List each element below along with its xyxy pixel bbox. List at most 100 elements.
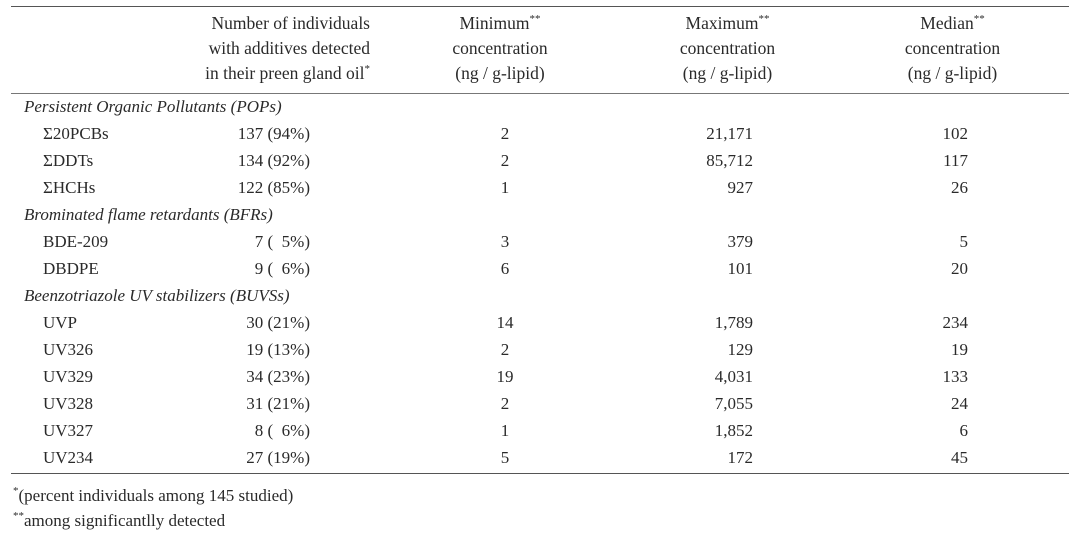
table-row: DBDPE 9 ( 6%) 6 101 20	[0, 255, 1080, 282]
table-row: ΣHCHs 122 (85%) 1 927 26	[0, 174, 1080, 201]
table-row: UV234 27 (19%) 5 172 45	[0, 444, 1080, 471]
header-line: in their preen gland oil*	[160, 61, 370, 86]
minimum-value: 2	[500, 151, 510, 170]
section-title: Persistent Organic Pollutants (POPs)	[24, 97, 282, 116]
header-line-text: Median	[920, 13, 974, 33]
maximum-value: 1,789	[714, 313, 753, 332]
median-value: 117	[943, 151, 968, 170]
header-line: Maximum**	[635, 11, 820, 36]
header-line: Number of individuals	[211, 13, 370, 33]
table-top-rule	[11, 6, 1069, 8]
footnote-marker: **	[529, 13, 541, 25]
maximum-value: 101	[727, 259, 754, 278]
footnote-double-asterisk: **among significantlly detected	[13, 509, 225, 533]
maximum-value: 172	[727, 448, 754, 467]
section-title: Beenzotriazole UV stabilizers (BUVSs)	[24, 286, 290, 305]
compound-name: UV326	[43, 340, 94, 359]
minimum-value: 2	[500, 124, 510, 143]
compound-name: ΣDDTs	[43, 151, 94, 170]
minimum-value: 5	[500, 448, 510, 467]
header-line: Minimum**	[410, 11, 590, 36]
individuals-count: 8 ( 6%)	[254, 421, 310, 440]
median-value: 20	[951, 259, 968, 278]
header-line: concentration	[452, 38, 548, 58]
header-line-text: in their preen gland oil	[205, 63, 365, 83]
section-heading-bfrs: Brominated flame retardants (BFRs)	[0, 201, 1080, 228]
footnote-marker: *	[364, 63, 371, 75]
compound-name: Σ20PCBs	[43, 124, 109, 143]
minimum-value: 14	[496, 313, 514, 332]
header-rule	[11, 93, 1069, 94]
header-median-concentration: Median** concentration (ng / g-lipid)	[860, 11, 1045, 86]
compound-name: UV329	[43, 367, 94, 386]
individuals-count: 134 (92%)	[237, 151, 310, 170]
table-row: BDE-209 7 ( 5%) 3 379 5	[0, 228, 1080, 255]
table-row: UV328 31 (21%) 2 7,055 24	[0, 390, 1080, 417]
header-line: concentration	[679, 38, 776, 58]
individuals-count: 122 (85%)	[237, 178, 310, 197]
median-value: 45	[951, 448, 968, 467]
compound-name: UVP	[43, 313, 78, 332]
header-line: Median**	[860, 11, 1045, 36]
minimum-value: 3	[500, 232, 510, 251]
minimum-value: 19	[496, 367, 514, 386]
minimum-value: 6	[500, 259, 510, 278]
minimum-value: 1	[500, 178, 510, 197]
individuals-count: 9 ( 6%)	[254, 259, 310, 278]
footnote-mark: *	[13, 485, 19, 497]
median-value: 102	[942, 124, 969, 143]
median-value: 19	[951, 340, 968, 359]
minimum-value: 2	[500, 394, 510, 413]
individuals-count: 137 (94%)	[237, 124, 310, 143]
maximum-value: 7,055	[714, 394, 753, 413]
minimum-value: 1	[500, 421, 510, 440]
individuals-count: 31 (21%)	[246, 394, 310, 413]
individuals-count: 30 (21%)	[246, 313, 310, 332]
maximum-value: 1,852	[714, 421, 753, 440]
footnote-marker: **	[973, 13, 985, 25]
maximum-value: 85,712	[706, 151, 753, 170]
header-line: (ng / g-lipid)	[682, 63, 773, 83]
table-row: UV326 19 (13%) 2 129 19	[0, 336, 1080, 363]
header-line-text: Maximum	[685, 13, 759, 33]
table-row: UVP 30 (21%) 14 1,789 234	[0, 309, 1080, 336]
individuals-count: 7 ( 5%)	[254, 232, 310, 251]
header-line: (ng / g-lipid)	[455, 63, 545, 83]
maximum-value: 129	[727, 340, 754, 359]
median-value: 5	[959, 232, 969, 251]
header-maximum-concentration: Maximum** concentration (ng / g-lipid)	[635, 11, 820, 86]
table-bottom-rule	[11, 473, 1069, 475]
footnote-single-asterisk: *(percent individuals among 145 studied)	[13, 484, 293, 508]
maximum-value: 21,171	[706, 124, 753, 143]
individuals-count: 34 (23%)	[246, 367, 310, 386]
compound-name: UV327	[43, 421, 94, 440]
median-value: 6	[959, 421, 969, 440]
individuals-count: 19 (13%)	[246, 340, 310, 359]
individuals-count: 27 (19%)	[246, 448, 310, 467]
footnote-text: (percent individuals among 145 studied)	[18, 486, 294, 505]
footnote-text: among significantlly detected	[24, 511, 226, 530]
maximum-value: 927	[727, 178, 754, 197]
compound-name: DBDPE	[43, 259, 99, 278]
table-row: ΣDDTs 134 (92%) 2 85,712 117	[0, 147, 1080, 174]
header-line: concentration	[904, 38, 1001, 58]
maximum-value: 4,031	[714, 367, 753, 386]
header-number-of-individuals: Number of individuals with additives det…	[160, 11, 370, 86]
compound-name: ΣHCHs	[43, 178, 96, 197]
median-value: 26	[951, 178, 968, 197]
median-value: 24	[951, 394, 968, 413]
minimum-value: 2	[500, 340, 510, 359]
section-title: Brominated flame retardants (BFRs)	[24, 205, 273, 224]
compound-name: UV328	[43, 394, 94, 413]
header-line: with additives detected	[208, 38, 370, 58]
section-heading-buvss: Beenzotriazole UV stabilizers (BUVSs)	[0, 282, 1080, 309]
median-value: 234	[942, 313, 969, 332]
table-row: UV329 34 (23%) 19 4,031 133	[0, 363, 1080, 390]
section-heading-pops: Persistent Organic Pollutants (POPs)	[0, 93, 1080, 120]
median-value: 133	[942, 367, 969, 386]
footnote-mark: **	[13, 510, 24, 522]
compound-name: UV234	[43, 448, 94, 467]
table-row: Σ20PCBs 137 (94%) 2 21,171 102	[0, 120, 1080, 147]
table-row: UV327 8 ( 6%) 1 1,852 6	[0, 417, 1080, 444]
header-line: (ng / g-lipid)	[907, 63, 998, 83]
